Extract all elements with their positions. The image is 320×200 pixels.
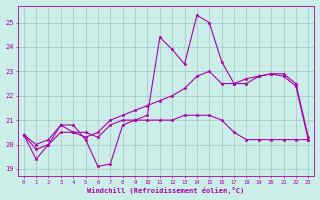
X-axis label: Windchill (Refroidissement éolien,°C): Windchill (Refroidissement éolien,°C) xyxy=(87,187,244,194)
